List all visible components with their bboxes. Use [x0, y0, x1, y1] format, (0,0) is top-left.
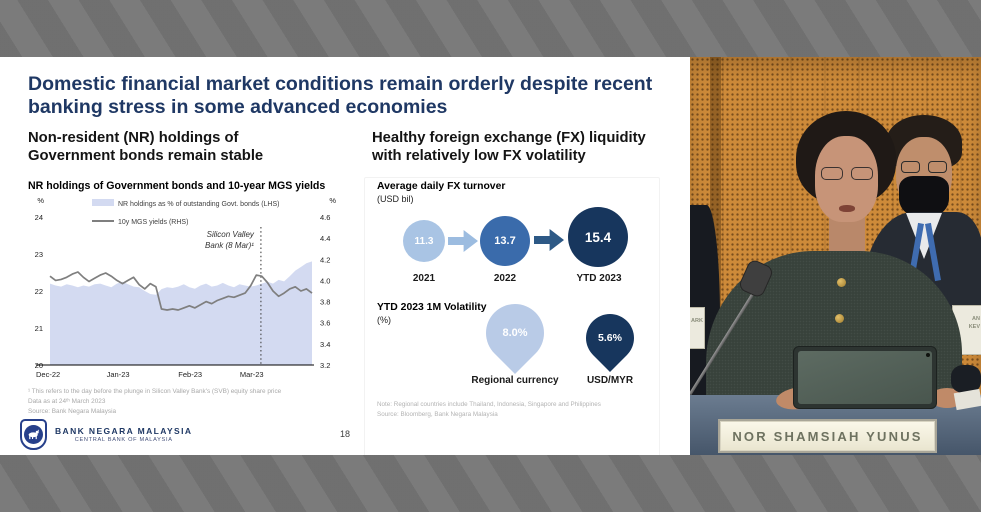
svg-text:24: 24 [35, 213, 43, 222]
svg-text:Jan-23: Jan-23 [107, 370, 130, 379]
fx-value: 13.7 [494, 235, 516, 247]
chart-footnotes: ¹ This refers to the day before the plun… [28, 387, 281, 417]
fx-panel-frame [364, 177, 660, 455]
tablet-device [793, 346, 937, 409]
volatility-label: USD/MYR [586, 375, 634, 386]
bnm-shield-icon [20, 419, 47, 450]
speaker-glasses [821, 167, 873, 181]
bnm-logo: BANK NEGARA MALAYSIA CENTRAL BANK OF MAL… [20, 419, 192, 450]
tablet-screen [798, 351, 932, 404]
volatility-pin-regional: 8.0% [473, 291, 557, 375]
volatility-title: YTD 2023 1M Volatility [377, 302, 487, 313]
svg-text:NR holdings as % of outstandin: NR holdings as % of outstanding Govt. bo… [118, 201, 279, 208]
jacket-button [835, 314, 844, 323]
volatility-note: Note: Regional countries include Thailan… [377, 400, 601, 420]
svg-text:Bank (8 Mar)¹: Bank (8 Mar)¹ [205, 241, 254, 250]
svg-text:Feb-23: Feb-23 [178, 370, 202, 379]
volatility-label: Regional currency [471, 375, 559, 386]
volatility-pin-usdmyr: 5.6% [576, 304, 644, 372]
webcam-feed: ARK AN KEV NOR SHAMSIAH YUNUS [690, 57, 981, 455]
foreground-hand [951, 365, 981, 393]
svg-text:4.6: 4.6 [320, 213, 330, 222]
bnm-subtitle: CENTRAL BANK OF MALAYSIA [74, 437, 173, 443]
svg-text:4.0: 4.0 [320, 276, 330, 285]
fx-turnover-title: Average daily FX turnover [377, 181, 506, 192]
fx-turnover-unit: (USD bil) [377, 194, 414, 204]
svg-text:3.2: 3.2 [320, 361, 330, 370]
background-person-glasses [901, 161, 947, 174]
volatility-unit: (%) [377, 315, 391, 325]
panel-groove [710, 57, 721, 402]
fx-year-label: 2022 [493, 273, 517, 284]
jacket-button [837, 278, 846, 287]
volatility-value: 8.0% [502, 327, 528, 339]
svg-text:3.6: 3.6 [320, 319, 330, 328]
svg-text:10y MGS yields (RHS): 10y MGS yields (RHS) [118, 219, 188, 226]
left-nameplate-partial: ARK [690, 307, 705, 349]
card-line: KEV [968, 323, 980, 330]
fx-bubble-2021: 11.3 [403, 220, 445, 262]
right-column-heading: Healthy foreign exchange (FX) liquidity … [372, 130, 646, 165]
footnote-line: Source: Bank Negara Malaysia [28, 407, 117, 415]
left-column-heading: Non-resident (NR) holdings of Government… [28, 130, 264, 165]
chart-title: NR holdings of Government bonds and 10-y… [28, 180, 326, 192]
kijang-icon [24, 425, 43, 444]
svg-text:%: % [37, 196, 44, 205]
footnote-line: Data as at 24ᵗʰ March 2023 [28, 397, 106, 405]
presentation-slide: Domestic financial market conditions rem… [0, 57, 690, 455]
fx-bubble-ytd2023: 15.4 [568, 207, 628, 267]
face-mask [899, 176, 949, 218]
svg-text:4.4: 4.4 [320, 234, 330, 243]
fx-value: 15.4 [584, 229, 612, 245]
fx-value: 11.3 [414, 235, 434, 247]
svg-text:Mar-23: Mar-23 [240, 370, 264, 379]
bnm-logo-text: BANK NEGARA MALAYSIA CENTRAL BANK OF MAL… [55, 426, 192, 443]
footnote-line: ¹ This refers to the day before the plun… [28, 388, 282, 395]
svg-text:21: 21 [35, 324, 43, 333]
svg-text:Silicon Valley: Silicon Valley [207, 230, 255, 239]
slide-page-number: 18 [340, 429, 351, 439]
fx-bubble-2022: 13.7 [480, 216, 530, 266]
fx-year-label: YTD 2023 [576, 273, 622, 284]
svg-text:23: 23 [35, 250, 43, 259]
svg-text:4.2: 4.2 [320, 255, 330, 264]
fx-year-label: 2021 [412, 273, 436, 284]
note-line: Note: Regional countries include Thailan… [377, 401, 601, 408]
svg-text:3.8: 3.8 [320, 298, 330, 307]
speaker-mouth [839, 205, 855, 212]
bond-holdings-yield-chart: %2423222120%4.64.44.24.03.83.63.43.2Dec-… [35, 196, 337, 379]
svg-text:Dec-22: Dec-22 [36, 370, 60, 379]
svg-text:22: 22 [35, 287, 43, 296]
bnm-name: BANK NEGARA MALAYSIA [55, 426, 193, 436]
svg-text:%: % [329, 196, 336, 205]
tablet-camera-icon [926, 353, 930, 357]
volatility-value: 5.6% [598, 332, 622, 344]
note-line: Source: Bloomberg, Bank Negara Malaysia [377, 411, 498, 419]
slide-title: Domestic financial market conditions rem… [28, 73, 653, 119]
card-line: AN [972, 316, 980, 322]
svg-text:3.4: 3.4 [320, 340, 330, 349]
speaker-nameplate: NOR SHAMSIAH YUNUS [718, 419, 937, 453]
